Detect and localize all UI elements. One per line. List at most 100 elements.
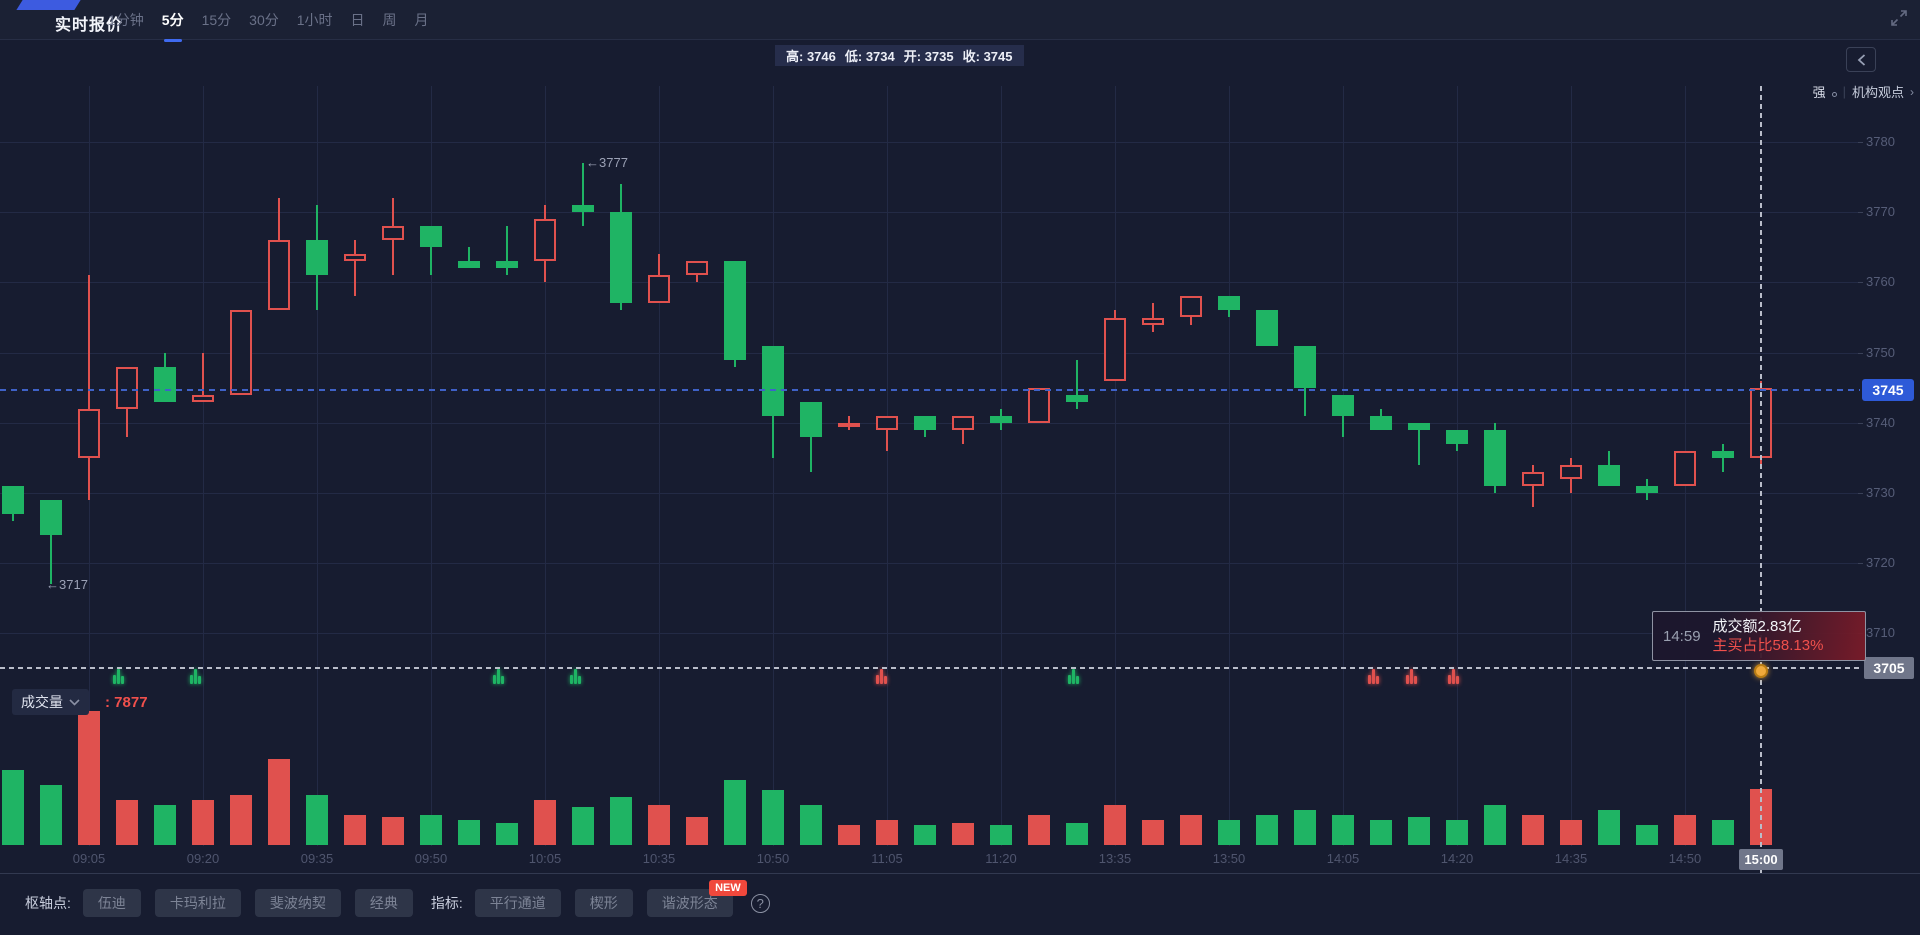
pivot-buttons: 伍迪 卡玛利拉 斐波纳契 经典 xyxy=(82,889,427,917)
candle-body-up xyxy=(686,261,708,276)
candle-body-up xyxy=(648,275,670,304)
crosshair-vertical-line xyxy=(1760,86,1762,873)
volume-indicator-dropdown[interactable]: 成交量 xyxy=(12,689,89,715)
signal-marker-down xyxy=(113,669,125,684)
candle-wick-down xyxy=(582,163,584,227)
fullscreen-expand-icon[interactable] xyxy=(1888,7,1910,29)
price-axis-tick xyxy=(1858,142,1863,143)
time-axis-label: 10:50 xyxy=(756,851,790,866)
volume-bar-up xyxy=(838,825,860,845)
price-axis-tick xyxy=(1858,212,1863,214)
volume-bar-down xyxy=(1446,820,1468,845)
candle-body-up xyxy=(230,310,252,395)
strength-badge: 强 xyxy=(1812,85,1826,100)
institution-viewpoint-link[interactable]: 机构观点 xyxy=(1851,85,1904,100)
price-axis-label: 3710 xyxy=(1866,625,1895,641)
time-gridline xyxy=(317,86,318,846)
time-axis-label: 13:35 xyxy=(1098,851,1132,866)
tab-30分[interactable]: 30分 xyxy=(249,12,279,28)
volume-bar-up xyxy=(1180,815,1202,845)
candle-body-down xyxy=(800,401,822,437)
tab-日[interactable]: 日 xyxy=(350,12,365,28)
candle-body-up xyxy=(192,394,214,402)
price-axis-tick xyxy=(1858,282,1863,284)
volume-current-value: : 7877 xyxy=(105,693,148,711)
time-gridline xyxy=(1457,86,1458,846)
volume-bar-down xyxy=(1294,810,1316,845)
price-gridline xyxy=(0,282,1860,284)
candle-body-down xyxy=(1712,450,1734,458)
volume-bar-up xyxy=(876,820,898,845)
candle-body-down xyxy=(154,366,176,402)
candle-body-up xyxy=(1104,317,1126,381)
time-axis-label: 13:50 xyxy=(1212,851,1246,866)
crosshair-time-axis-badge: 15:00 xyxy=(1739,849,1783,870)
time-axis-label: 09:05 xyxy=(72,851,106,866)
price-axis-tick xyxy=(1858,422,1863,424)
drawing-toolbar: 枢轴点: 伍迪 卡玛利拉 斐波纳契 经典 指标: 平行通道 楔形 谐波形态 NEW ? xyxy=(0,880,1920,919)
ohlc-item: 高: 3746 xyxy=(786,49,836,64)
candle-wick-down xyxy=(50,500,52,585)
price-annotation: ←3777 xyxy=(586,155,628,170)
time-axis-label: 14:50 xyxy=(1668,851,1702,866)
toolbar-button-斐波纳契[interactable]: 斐波纳契 xyxy=(254,889,341,917)
volume-bar-down xyxy=(914,825,936,845)
toolbar-button-伍迪[interactable]: 伍迪 xyxy=(82,889,141,917)
volume-bar-down xyxy=(1408,817,1430,845)
tab-月[interactable]: 月 xyxy=(414,12,429,28)
candle-body-down xyxy=(1294,345,1316,388)
tab-1分钟[interactable]: 1分钟 xyxy=(108,12,144,28)
candle-body-up xyxy=(838,422,860,427)
volume-bar-down xyxy=(572,807,594,845)
candle-body-down xyxy=(1218,296,1240,311)
toolbar-button-卡玛利拉[interactable]: 卡玛利拉 xyxy=(154,889,241,917)
volume-bar-down xyxy=(1636,825,1658,845)
chevron-right-icon: › xyxy=(1910,84,1914,99)
tab-5分[interactable]: 5分 xyxy=(162,0,184,42)
candle-wick-up xyxy=(886,415,888,451)
price-axis-label: 3760 xyxy=(1866,274,1895,290)
help-icon[interactable]: ? xyxy=(750,893,770,913)
signal-marker-up xyxy=(876,669,888,684)
volume-bar-down xyxy=(800,805,822,845)
volume-bar-up xyxy=(1674,815,1696,845)
toolbar-button-楔形[interactable]: 楔形 xyxy=(574,889,633,917)
volume-bar-down xyxy=(458,820,480,845)
time-axis-line xyxy=(0,873,1920,874)
time-gridline xyxy=(659,86,660,846)
time-axis-label: 09:35 xyxy=(300,851,334,866)
volume-bar-down xyxy=(154,805,176,845)
volume-bar-down xyxy=(610,797,632,845)
time-axis-label: 10:35 xyxy=(642,851,676,866)
toolbar-button-谐波形态[interactable]: 谐波形态 NEW xyxy=(646,880,747,917)
volume-bar-down xyxy=(306,795,328,845)
candle-body-up xyxy=(116,366,138,409)
candle-wick-up xyxy=(848,415,850,430)
volume-bar-up xyxy=(952,822,974,845)
indicator-label: 指标: xyxy=(430,895,463,911)
gold-marker-icon xyxy=(1754,664,1768,678)
collapse-panel-button[interactable] xyxy=(1846,47,1876,72)
volume-bar-up xyxy=(192,800,214,845)
ohlc-item: 收: 3745 xyxy=(962,49,1013,64)
crosshair-horizontal-line xyxy=(0,667,1860,669)
toolbar-button-平行通道[interactable]: 平行通道 xyxy=(474,889,561,917)
candle-body-up xyxy=(1142,317,1164,325)
current-price-axis-badge: 3745 xyxy=(1862,379,1914,401)
price-axis-tick xyxy=(1858,493,1863,494)
candle-wick-down xyxy=(1722,443,1724,472)
time-gridline xyxy=(887,86,888,846)
price-gridline xyxy=(0,142,1860,143)
ohlc-item: 低: 3734 xyxy=(844,49,895,64)
tab-周[interactable]: 周 xyxy=(382,12,397,28)
volume-bar-down xyxy=(40,785,62,845)
toolbar-button-经典[interactable]: 经典 xyxy=(354,889,413,917)
tooltip-buy-ratio: 主买占比58.13% xyxy=(1712,637,1824,654)
time-gridline xyxy=(203,86,204,846)
volume-bar-down xyxy=(1332,815,1354,845)
candle-body-down xyxy=(1484,429,1506,486)
tab-15分[interactable]: 15分 xyxy=(201,12,232,28)
tooltip-turnover: 成交额2.83亿 xyxy=(1712,618,1802,635)
tab-1小时[interactable]: 1小时 xyxy=(296,12,333,28)
